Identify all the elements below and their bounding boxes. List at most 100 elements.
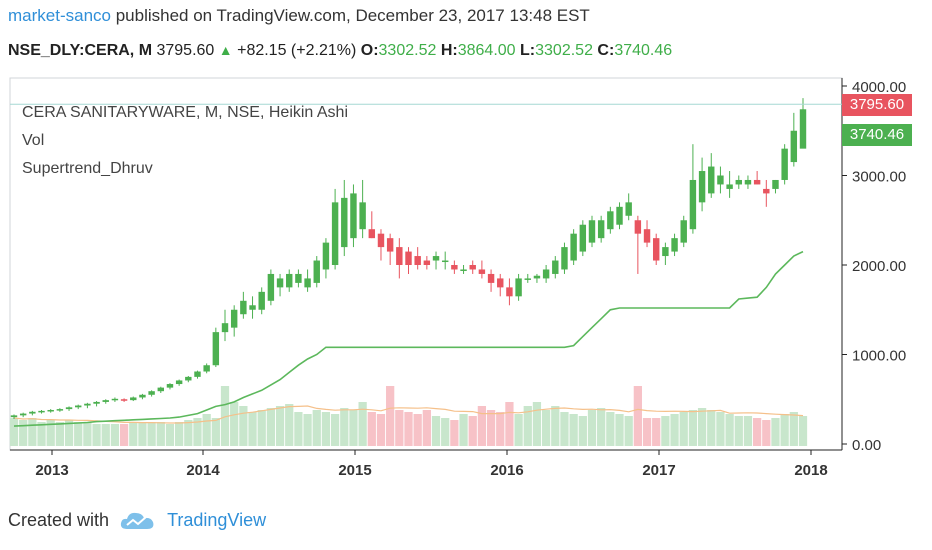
volume-bar <box>560 412 569 446</box>
candle-body <box>65 407 73 410</box>
candle-body <box>341 197 348 248</box>
candle-body <box>203 365 210 372</box>
candle <box>377 229 385 261</box>
candle-body <box>377 233 385 248</box>
volume-bar <box>431 416 441 446</box>
volume-bar <box>541 410 551 446</box>
candle <box>157 386 165 393</box>
candle-body <box>451 265 458 270</box>
candle-body <box>84 403 91 406</box>
volume-bar <box>129 422 138 446</box>
candle-body <box>258 291 265 310</box>
candle <box>570 229 577 265</box>
candle-body <box>331 202 339 265</box>
candle-body <box>38 410 45 413</box>
candle <box>781 144 788 185</box>
candle <box>478 260 486 279</box>
candle <box>763 179 770 207</box>
candle-body <box>671 238 678 252</box>
candle <box>680 215 687 248</box>
volume-bar <box>257 410 266 446</box>
x-tick-label: 2016 <box>490 462 523 479</box>
ticker-bar: NSE_DLY:CERA, M 3795.60 ▲ +82.15 (+2.21%… <box>8 42 672 60</box>
candle <box>607 206 614 234</box>
volume-bar <box>505 402 514 446</box>
close-price-tag: 3740.46 <box>842 124 912 146</box>
author-link[interactable]: market-sanco <box>8 6 111 25</box>
candle-body <box>313 260 320 283</box>
candle <box>47 409 54 413</box>
candle-body <box>276 278 284 288</box>
last-price-tag: 3795.60 <box>842 94 912 116</box>
candle <box>166 383 174 390</box>
candle-body <box>148 391 155 395</box>
y-tick-label: 4000.00 <box>852 79 906 96</box>
candle-body <box>524 278 531 280</box>
y-tick-label: 3000.00 <box>852 169 906 186</box>
candle-body <box>368 229 376 239</box>
candle <box>671 233 678 257</box>
candle-body <box>790 130 798 163</box>
candle <box>772 179 779 194</box>
candle-body <box>662 247 669 257</box>
candle <box>451 260 458 274</box>
candle-body <box>515 278 522 297</box>
volume-bar <box>55 422 65 446</box>
candle <box>120 398 128 402</box>
candle-body <box>652 238 660 261</box>
candle-body <box>634 220 642 234</box>
volume-bar <box>330 414 340 446</box>
tradingview-brand-link[interactable]: TradingView <box>167 509 267 530</box>
candle-body <box>130 397 137 401</box>
volume-bar <box>193 418 202 446</box>
volume-bar <box>239 406 248 446</box>
candle-body <box>322 242 330 270</box>
candle <box>744 175 752 189</box>
candle-body <box>350 193 357 239</box>
candle-body <box>432 256 440 261</box>
close-value: 3740.46 <box>614 42 673 59</box>
volume-bar <box>496 412 505 446</box>
volume-bar <box>661 416 670 446</box>
volume-bar <box>358 402 367 446</box>
candle <box>65 406 73 411</box>
candle <box>386 233 394 265</box>
candle <box>148 390 155 397</box>
candle <box>194 370 201 379</box>
candle <box>799 98 807 149</box>
candle <box>662 242 669 265</box>
candle-body <box>166 384 174 388</box>
candle <box>304 269 311 292</box>
candle <box>313 256 320 288</box>
candle-body <box>249 305 256 310</box>
candle-body <box>506 287 513 297</box>
candle-body <box>753 179 761 185</box>
published-text: published on TradingView.com, December 2… <box>115 6 590 25</box>
candle-body <box>175 380 183 385</box>
candle-body <box>772 179 779 189</box>
volume-bar <box>248 412 257 446</box>
candle-body <box>212 332 220 366</box>
tradingview-cloud-icon <box>120 512 154 529</box>
volume-bar <box>762 420 771 446</box>
volume-bar <box>83 422 92 446</box>
candle-body <box>230 309 238 328</box>
volume-bar <box>798 416 808 446</box>
volume-bar <box>211 418 220 446</box>
volume-bar <box>37 422 46 446</box>
candle-body <box>698 171 706 203</box>
volume-bar <box>642 418 652 446</box>
candle-body <box>726 184 733 189</box>
volume-bar <box>578 416 587 446</box>
ticker-price: 3795.60 <box>156 42 215 59</box>
volume-bar <box>395 410 404 446</box>
volume-bar <box>46 420 55 446</box>
candle <box>652 233 660 265</box>
volume-bar <box>486 410 496 446</box>
volume-bar <box>9 418 19 446</box>
candle <box>38 409 45 414</box>
candle-body <box>552 260 559 274</box>
candle-body <box>744 179 752 185</box>
candle-body <box>405 251 412 265</box>
